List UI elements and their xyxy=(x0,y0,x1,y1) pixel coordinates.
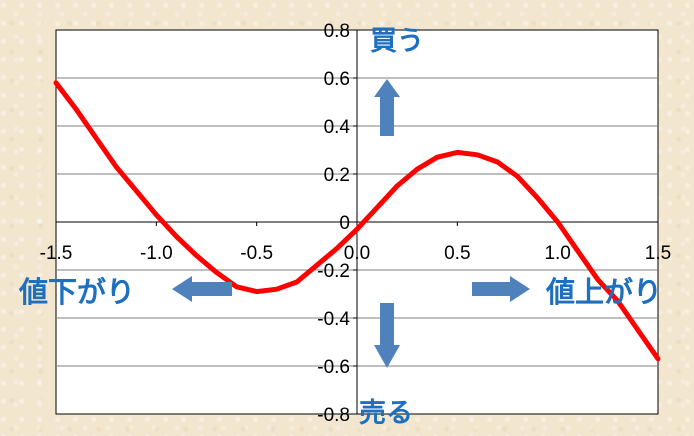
x-tick-label: -1.0 xyxy=(140,243,173,264)
y-tick-label: 0.6 xyxy=(324,69,350,90)
y-tick-label: -0.4 xyxy=(317,309,350,330)
x-tick-label: 0.5 xyxy=(444,243,470,264)
y-tick-label: -0.8 xyxy=(317,405,350,426)
x-tick-label: -1.5 xyxy=(40,243,73,264)
sell-annotation: 売る xyxy=(359,398,413,428)
x-tick-label: 1.5 xyxy=(645,243,671,264)
y-tick-label: 0.8 xyxy=(324,21,350,42)
buy-annotation: 買う xyxy=(370,26,424,56)
y-tick-label: 0.2 xyxy=(324,165,350,186)
price-down-annotation: 値下がり xyxy=(18,275,135,309)
y-tick-label: 0.4 xyxy=(324,117,351,138)
x-tick-label: -0.5 xyxy=(240,243,273,264)
y-tick-label: -0.2 xyxy=(317,261,350,282)
x-tick-label: 0.0 xyxy=(344,243,370,264)
y-tick-label: 0 xyxy=(339,213,350,234)
price-up-annotation: 値上がり xyxy=(545,275,662,309)
y-tick-label: -0.6 xyxy=(317,357,350,378)
x-tick-label: 1.0 xyxy=(544,243,570,264)
